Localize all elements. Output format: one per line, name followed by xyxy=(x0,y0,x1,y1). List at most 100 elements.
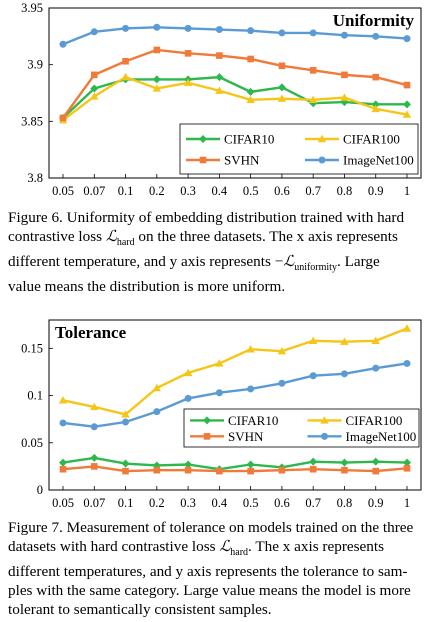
uniformity-point-svhn xyxy=(184,50,192,57)
tolerance-legend-label-cifar10: CIFAR10 xyxy=(228,413,278,428)
uniformity-point-svhn xyxy=(90,71,98,79)
tolerance-point-cifar100 xyxy=(308,336,318,344)
uniformity-point-imagenet100 xyxy=(278,29,286,37)
tolerance-point-imagenet100 xyxy=(278,379,286,387)
uniformity-point-imagenet100 xyxy=(247,27,255,35)
tolerance-point-imagenet100 xyxy=(122,418,130,426)
tolerance-point-svhn xyxy=(153,466,161,474)
uniformity-point-cifar100 xyxy=(152,84,162,92)
tolerance-legend-label-svhn: SVHN xyxy=(228,429,264,444)
tolerance-xtick-label: 0.1 xyxy=(118,496,134,510)
tolerance-line-imagenet100 xyxy=(62,362,408,428)
caption-6-math-l: ℒ xyxy=(105,228,117,245)
uniformity-point-svhn xyxy=(341,71,348,79)
caption-7-line-2b: . The x axis represents xyxy=(248,538,384,555)
uniformity-line-svhn xyxy=(62,48,408,119)
uniformity-legend-marker-imagenet100 xyxy=(318,156,326,164)
tolerance-point-cifar100 xyxy=(340,337,349,345)
tolerance-xtick-label: 0.07 xyxy=(83,496,105,510)
uniformity-legend-box xyxy=(179,123,419,175)
uniformity-point-cifar100 xyxy=(308,95,318,103)
uniformity-point-svhn xyxy=(216,52,223,59)
uniformity-series-cifar100 xyxy=(58,72,412,124)
tolerance-point-cifar100 xyxy=(90,402,99,411)
tolerance-legend-label-imagenet100: ImageNet100 xyxy=(346,429,417,444)
caption-6-line-2a: contrastive loss xyxy=(8,228,106,245)
tolerance-point-imagenet100 xyxy=(153,408,161,416)
tolerance-ytick-label: 0.1 xyxy=(27,389,43,403)
tolerance-point-cifar10 xyxy=(340,458,349,467)
tolerance-point-cifar100 xyxy=(183,368,193,377)
tolerance-xtick-label: 0.5 xyxy=(243,496,259,510)
caption-7-line-3: different temperatures, and y axis repre… xyxy=(8,563,408,581)
uniformity-point-svhn xyxy=(153,46,161,54)
uniformity-point-cifar10 xyxy=(90,84,99,93)
uniformity-chart-title: Uniformity xyxy=(333,11,415,30)
uniformity-point-svhn xyxy=(122,57,129,65)
uniformity-point-imagenet100 xyxy=(153,23,161,31)
tolerance-point-imagenet100 xyxy=(215,389,223,397)
tolerance-point-svhn xyxy=(216,467,223,475)
tolerance-xtick-label: 0.3 xyxy=(180,496,196,510)
uniformity-xtick-label: 1 xyxy=(404,184,410,198)
uniformity-ytick-label: 3.95 xyxy=(21,1,43,15)
tolerance-point-cifar100 xyxy=(402,324,412,332)
uniformity-legend-marker-cifar10 xyxy=(199,135,207,143)
tolerance-chart-title: Tolerance xyxy=(55,323,127,342)
uniformity-series-imagenet100 xyxy=(59,23,411,48)
uniformity-line-cifar100 xyxy=(62,75,408,122)
caption-7-math-l: ℒ xyxy=(219,538,231,555)
tolerance-line-svhn xyxy=(62,465,408,473)
tolerance-point-cifar100 xyxy=(371,336,380,344)
caption-7-line-1: Figure 7. Measurement of tolerance on mo… xyxy=(8,519,414,536)
uniformity-point-imagenet100 xyxy=(309,29,317,37)
uniformity-point-cifar100 xyxy=(246,95,255,103)
tolerance-legend-marker-cifar10 xyxy=(203,416,211,425)
tolerance-point-imagenet100 xyxy=(59,419,67,427)
caption-6-math-l2: ℒ xyxy=(283,253,295,271)
caption-7-line-2a: datasets with hard contrastive loss xyxy=(8,538,220,555)
tolerance-series-cifar100 xyxy=(58,324,412,418)
tolerance-point-svhn xyxy=(90,463,98,470)
uniformity-point-cifar10 xyxy=(277,83,286,92)
tolerance-point-cifar10 xyxy=(309,457,318,466)
tolerance-point-cifar10 xyxy=(403,458,411,467)
caption-6-line-1: Figure 6. Uniformity of embedding distri… xyxy=(8,209,405,226)
uniformity-point-cifar100 xyxy=(340,93,349,101)
caption-6-line-3b: . Large xyxy=(336,253,380,271)
tolerance-legend-box xyxy=(183,408,420,448)
tolerance-point-cifar10 xyxy=(371,457,380,466)
uniformity-point-cifar100 xyxy=(90,92,99,100)
caption-7-sub-hard: hard xyxy=(230,547,249,559)
caption-6-line-2b: on the three datasets. The x axis repres… xyxy=(134,228,398,245)
tolerance-xtick-label: 0.9 xyxy=(368,496,384,510)
tolerance-point-cifar10 xyxy=(90,453,99,462)
uniformity-point-imagenet100 xyxy=(403,35,411,43)
uniformity-point-cifar100 xyxy=(215,86,224,94)
uniformity-series-svhn xyxy=(59,46,411,122)
tolerance-xtick-label: 0.7 xyxy=(305,496,321,510)
tolerance-legend-marker-svhn xyxy=(203,433,211,440)
uniformity-point-cifar100 xyxy=(371,104,380,113)
figure-6-caption: Figure 6. Uniformity of embedding distri… xyxy=(8,208,440,296)
uniformity-series-cifar10 xyxy=(59,73,411,122)
uniformity-legend-label-svhn: SVHN xyxy=(224,153,260,168)
tolerance-ytick-label: 0.05 xyxy=(21,436,43,450)
tolerance-point-svhn xyxy=(59,465,67,473)
uniformity-point-cifar10 xyxy=(371,100,380,109)
tolerance-point-imagenet100 xyxy=(309,372,317,380)
uniformity-xtick-label: 0.07 xyxy=(83,184,105,198)
tolerance-line-cifar100 xyxy=(62,327,408,416)
tolerance-point-cifar10 xyxy=(121,459,130,468)
tolerance-ytick-label: 0 xyxy=(37,483,43,497)
uniformity-legend-label-imagenet100: ImageNet100 xyxy=(343,153,414,168)
uniformity-point-imagenet100 xyxy=(122,24,130,32)
tolerance-point-svhn xyxy=(309,465,317,473)
tolerance-point-cifar100 xyxy=(152,383,162,392)
uniformity-point-cifar10 xyxy=(215,73,224,82)
tolerance-point-cifar100 xyxy=(246,345,255,353)
tolerance-point-cifar100 xyxy=(215,359,224,367)
uniformity-point-imagenet100 xyxy=(90,28,98,36)
uniformity-chart: 3.8 3.85 3.9 3.95 0.05 0.07 0.1 0.2 0.3 0.4 0.5 0.6… xyxy=(21,1,422,198)
uniformity-xtick-label: 0.6 xyxy=(274,184,290,198)
